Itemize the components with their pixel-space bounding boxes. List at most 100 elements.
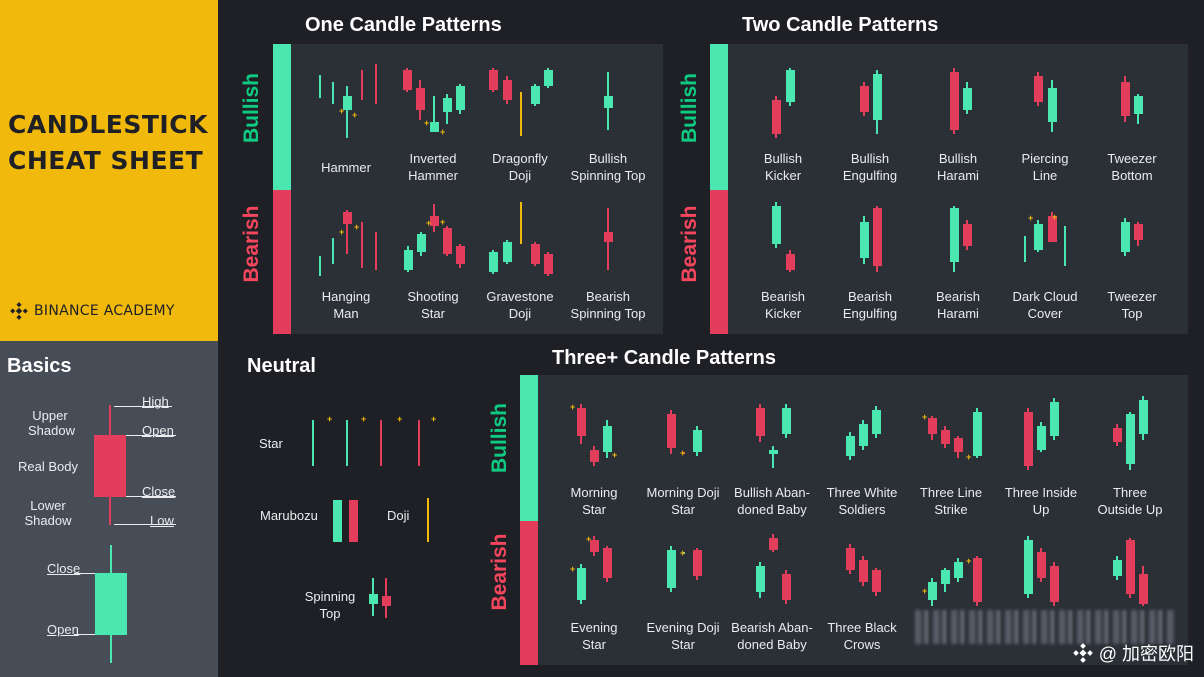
candle-rd — [771, 96, 781, 138]
one-candle-panel — [273, 44, 663, 334]
marker-icon: + — [327, 414, 333, 424]
candle-rd — [418, 420, 420, 466]
candle-rd — [381, 578, 391, 618]
two-bullish-label: Bullish — [678, 73, 701, 144]
brand-logo-row: BINANCE ACADEMY — [10, 302, 175, 320]
caption-hammer: Hammer — [321, 160, 371, 175]
candle-rd — [953, 436, 963, 458]
candle-gr — [781, 404, 791, 438]
candle-rd — [502, 76, 512, 104]
marker-icon: + — [424, 118, 430, 128]
caption-three-inside-up: Three Inside Up — [1004, 485, 1078, 517]
high-label: High — [142, 394, 169, 409]
candle-gr — [1112, 556, 1122, 580]
candle-gr — [683, 552, 685, 554]
candle-rd — [666, 410, 676, 454]
close-green-label: Close — [47, 561, 81, 576]
three-bullish-bar — [520, 375, 538, 521]
basics-green-candle — [95, 545, 127, 663]
one-bullish-label: Bullish — [240, 73, 263, 144]
marker-icon: + — [680, 548, 686, 558]
candle-rd — [361, 222, 363, 268]
candle-rd — [1120, 76, 1130, 122]
candle-rd — [589, 536, 599, 556]
candle-rd — [380, 420, 382, 466]
neutral-spinning-top-label: Spinning Top — [304, 589, 356, 621]
candle-gr — [332, 82, 334, 104]
marker-icon: + — [586, 534, 592, 544]
candle-gr — [502, 240, 512, 264]
candle-rd — [429, 204, 439, 232]
neutral-doji-label: Doji — [387, 508, 410, 523]
caption-bullish-kicker: Bullish Kicker — [763, 151, 803, 183]
candle-rd — [589, 446, 599, 466]
candle-rd — [781, 570, 791, 604]
caption-bullish-harami: Bullish Harami — [937, 151, 979, 183]
candle-gr — [488, 250, 498, 274]
marker-icon: + — [922, 412, 928, 422]
two-bearish-bar — [710, 190, 728, 334]
candle-rd — [962, 220, 972, 250]
three-bearish-bar — [520, 521, 538, 665]
candle-rd — [543, 252, 553, 276]
candle-rd — [768, 534, 778, 552]
three-bearish-label: Bearish — [488, 533, 511, 611]
candle-gr — [429, 96, 439, 132]
marker-icon: + — [431, 414, 437, 424]
candle-gr — [1047, 80, 1057, 132]
caption-three-outside-up: Three Outside Up — [1097, 485, 1163, 517]
two-bullish-bar — [710, 44, 728, 190]
marker-icon: + — [612, 450, 618, 460]
candle-rd — [858, 556, 868, 586]
caption-shooting-star: Shooting Star — [407, 289, 459, 321]
marker-icon: + — [680, 448, 686, 458]
upper-shadow-label: Upper Shadow — [28, 408, 75, 438]
caption-dragonfly-doji: Dragonfly Doji — [492, 151, 548, 183]
candle-gr — [666, 546, 676, 592]
marker-icon: + — [426, 218, 432, 228]
marker-icon: + — [966, 452, 972, 462]
candle-gr — [455, 84, 465, 114]
candle-gr — [342, 86, 352, 138]
candle-yl — [520, 202, 522, 244]
candle-gr — [949, 206, 959, 272]
marker-icon: + — [966, 556, 972, 566]
caption-inverted-hammer: Inverted Hammer — [408, 151, 458, 183]
two-candle-title: Two Candle Patterns — [742, 14, 939, 36]
binance-logo-icon — [10, 302, 28, 320]
candle-rd — [755, 404, 765, 442]
caption-bearish-abandoned-baby: Bearish Aban- doned Baby — [731, 620, 813, 652]
candle-gr — [319, 256, 321, 276]
candle-gr — [871, 406, 881, 438]
candle-rd — [348, 500, 358, 542]
low-label: Low — [150, 513, 174, 528]
marker-icon: + — [570, 564, 576, 574]
candle-gr — [1033, 220, 1043, 252]
marker-icon: + — [361, 414, 367, 424]
candle-rd — [927, 416, 937, 440]
candle-gr — [1120, 218, 1130, 256]
candle-rd — [530, 242, 540, 266]
caption-morning-doji-star: Morning Doji Star — [646, 485, 720, 517]
caption-bearish-engulfing: Bearish Engulfing — [842, 289, 898, 321]
marker-icon: + — [440, 217, 446, 227]
candle-rd — [415, 80, 425, 120]
binance-square-icon — [1072, 643, 1093, 663]
candle-rd — [455, 244, 465, 268]
marker-icon: + — [440, 127, 446, 137]
caption-three-line-strike: Three Line Strike — [919, 485, 983, 517]
caption-three-white-soldiers: Three White Soldiers — [826, 485, 898, 517]
one-bearish-label: Bearish — [240, 205, 263, 283]
candle-gr — [1138, 396, 1148, 440]
open-green-label: Open — [47, 622, 79, 637]
marker-icon: + — [354, 222, 360, 232]
candle-rd — [859, 82, 869, 116]
marker-icon: + — [922, 586, 928, 596]
candle-gr — [319, 75, 321, 98]
candle-gr — [771, 202, 781, 248]
caption-three-black-crows: Three Black Crows — [827, 620, 897, 652]
one-bearish-bar — [273, 190, 291, 334]
open-green-line — [74, 634, 100, 635]
candle-rd — [872, 206, 882, 272]
candle-gr — [1049, 398, 1059, 440]
